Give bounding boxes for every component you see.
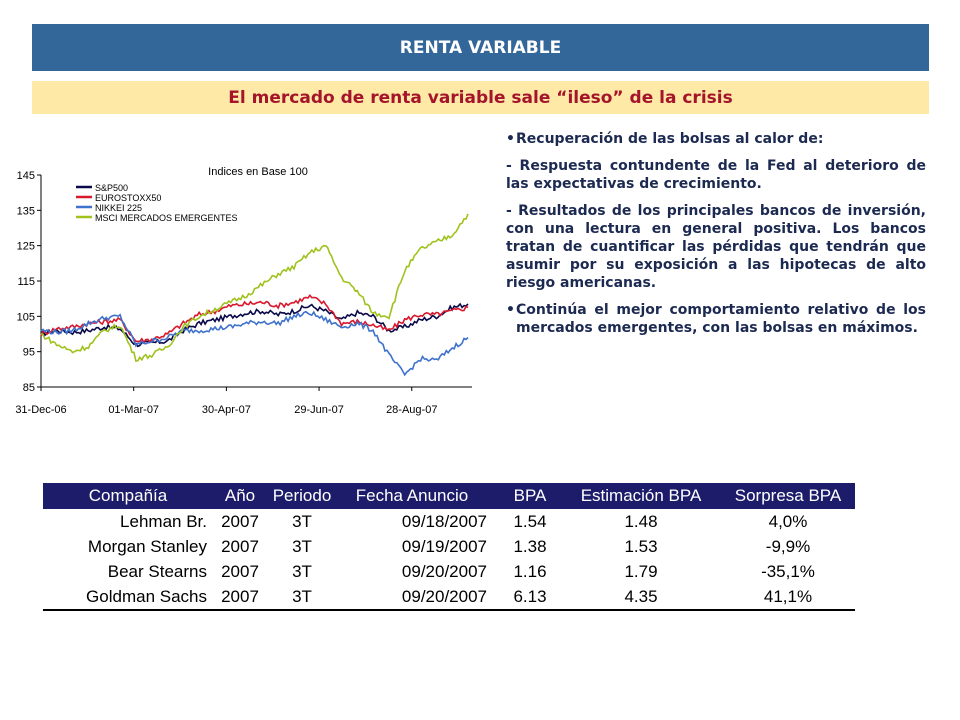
commentary-panel: • Recuperación de las bolsas al calor de:… bbox=[506, 130, 926, 346]
bullet-2: • Continúa el mejor comportamiento relati… bbox=[506, 302, 926, 336]
cell-year: 2007 bbox=[221, 561, 259, 581]
cell-period: 3T bbox=[267, 584, 337, 611]
col-header: Estimación BPA bbox=[561, 483, 721, 509]
y-tick-label: 125 bbox=[17, 241, 35, 253]
col-header: Periodo bbox=[267, 483, 337, 509]
cell-eps-surprise: 4,0% bbox=[768, 511, 808, 531]
legend-label: S&P500 bbox=[95, 183, 128, 193]
series-line-1 bbox=[40, 293, 469, 344]
cell-company: Bear Stearns bbox=[107, 561, 207, 581]
cell-period: 3T bbox=[292, 561, 312, 581]
table-row: Bear Stearns 2007 3T 09/20/2007 1.16 1.7… bbox=[43, 559, 855, 584]
cell-company: Goldman Sachs bbox=[43, 584, 213, 611]
col-header: Fecha Anuncio bbox=[337, 483, 499, 509]
x-tick-label: 31-Dec-06 bbox=[15, 404, 66, 416]
col-header: Sorpresa BPA bbox=[721, 483, 855, 509]
cell-year: 2007 bbox=[213, 584, 267, 611]
paragraph-banks: - Resultados de los principales bancos d… bbox=[506, 203, 926, 291]
legend-label: NIKKEI 225 bbox=[95, 203, 142, 213]
legend-label: MSCI MERCADOS EMERGENTES bbox=[95, 213, 238, 223]
cell-eps-estimate: 4.35 bbox=[561, 584, 721, 611]
col-header: BPA bbox=[499, 483, 561, 509]
cell-eps: 6.13 bbox=[499, 584, 561, 611]
cell-date: 09/20/2007 bbox=[401, 561, 487, 581]
y-tick-label: 95 bbox=[23, 347, 35, 359]
x-tick-label: 01-Mar-07 bbox=[108, 404, 159, 416]
x-tick-label: 30-Apr-07 bbox=[202, 404, 251, 416]
page-title: RENTA VARIABLE bbox=[32, 24, 929, 71]
y-tick-label: 105 bbox=[17, 311, 35, 323]
cell-company: Morgan Stanley bbox=[87, 536, 207, 556]
y-tick-label: 115 bbox=[17, 276, 35, 288]
series-line-3 bbox=[40, 213, 469, 363]
cell-date: 09/20/2007 bbox=[337, 584, 499, 611]
cell-eps-surprise: -9,9% bbox=[765, 536, 811, 556]
cell-eps: 1.38 bbox=[513, 536, 547, 556]
x-tick-label: 28-Aug-07 bbox=[386, 404, 437, 416]
chart-title: Indices en Base 100 bbox=[208, 166, 308, 178]
legend-label: EUROSTOXX50 bbox=[95, 193, 161, 203]
cell-year: 2007 bbox=[221, 511, 259, 531]
bullet-1: • Recuperación de las bolsas al calor de: bbox=[506, 131, 824, 147]
y-tick-label: 85 bbox=[23, 382, 35, 394]
cell-date: 09/19/2007 bbox=[401, 536, 487, 556]
table-row: Morgan Stanley 2007 3T 09/19/2007 1.38 1… bbox=[43, 534, 855, 559]
cell-period: 3T bbox=[292, 536, 312, 556]
col-header: Compañía bbox=[43, 483, 213, 509]
cell-eps: 1.16 bbox=[513, 561, 547, 581]
col-header: Año bbox=[213, 483, 267, 509]
cell-eps-surprise: -35,1% bbox=[761, 561, 815, 581]
series-line-0 bbox=[40, 302, 469, 348]
cell-year: 2007 bbox=[221, 536, 259, 556]
cell-eps-surprise: 41,1% bbox=[721, 584, 855, 611]
cell-period: 3T bbox=[292, 511, 312, 531]
y-tick-label: 135 bbox=[17, 205, 35, 217]
cell-eps-estimate: 1.48 bbox=[624, 511, 658, 531]
cell-eps: 1.54 bbox=[513, 511, 547, 531]
paragraph-fed: - Respuesta contundente de la Fed al det… bbox=[506, 158, 926, 192]
y-tick-label: 145 bbox=[17, 170, 35, 182]
cell-date: 09/18/2007 bbox=[401, 511, 487, 531]
table-header-row: Compañía Año Periodo Fecha Anuncio BPA E… bbox=[43, 483, 855, 509]
cell-eps-estimate: 1.53 bbox=[624, 536, 658, 556]
eps-table: Compañía Año Periodo Fecha Anuncio BPA E… bbox=[43, 483, 855, 611]
cell-eps-estimate: 1.79 bbox=[624, 561, 658, 581]
table-row: Lehman Br. 2007 3T 09/18/2007 1.54 1.48 … bbox=[43, 509, 855, 534]
table-row: Goldman Sachs 2007 3T 09/20/2007 6.13 4.… bbox=[43, 584, 855, 611]
page-subtitle: El mercado de renta variable sale “ileso… bbox=[32, 81, 929, 114]
x-tick-label: 29-Jun-07 bbox=[294, 404, 344, 416]
cell-company: Lehman Br. bbox=[120, 511, 207, 531]
indices-line-chart: Indices en Base 100 85 95 105 115 125 135 145 31… bbox=[15, 166, 472, 416]
series-line-2 bbox=[40, 310, 469, 377]
